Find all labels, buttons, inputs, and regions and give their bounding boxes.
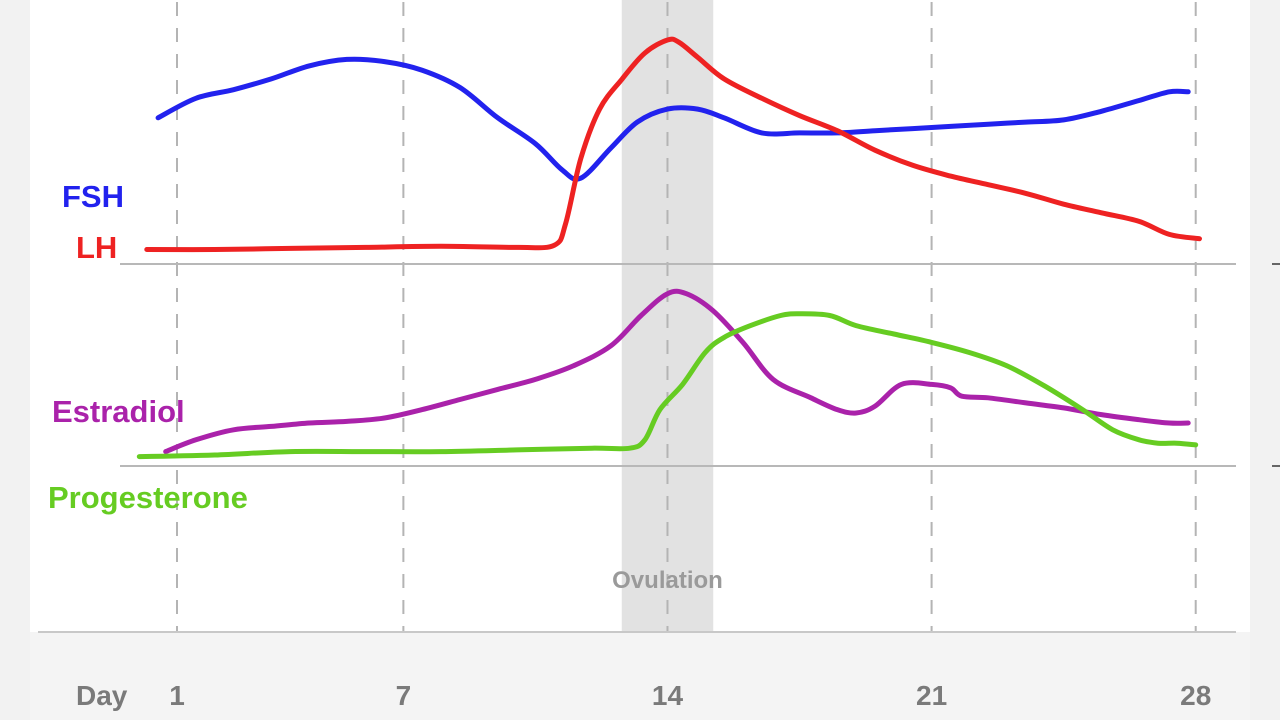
x-tick-labels: 1 7 14 21 28: [169, 680, 1211, 711]
estradiol-label: Estradiol: [52, 394, 185, 429]
ovulation-label: Ovulation: [612, 567, 723, 594]
x-axis-title: Day: [76, 680, 128, 711]
fsh-label: FSH: [62, 179, 124, 214]
lh-label: LH: [76, 230, 117, 265]
progesterone-line: [136, 311, 1199, 460]
progesterone-label: Progesterone: [48, 480, 248, 515]
x-tick-label-14: 14: [652, 680, 684, 711]
x-tick-label-28: 28: [1180, 680, 1211, 711]
fsh-line: [155, 56, 1191, 182]
x-tick-label-7: 7: [396, 680, 412, 711]
estradiol-line: [163, 288, 1191, 455]
x-tick-label-21: 21: [916, 680, 947, 711]
series-lines: [136, 36, 1202, 460]
lh-line: [144, 36, 1202, 253]
x-tick-label-1: 1: [169, 680, 185, 711]
x-axis-strip: [30, 632, 1250, 720]
